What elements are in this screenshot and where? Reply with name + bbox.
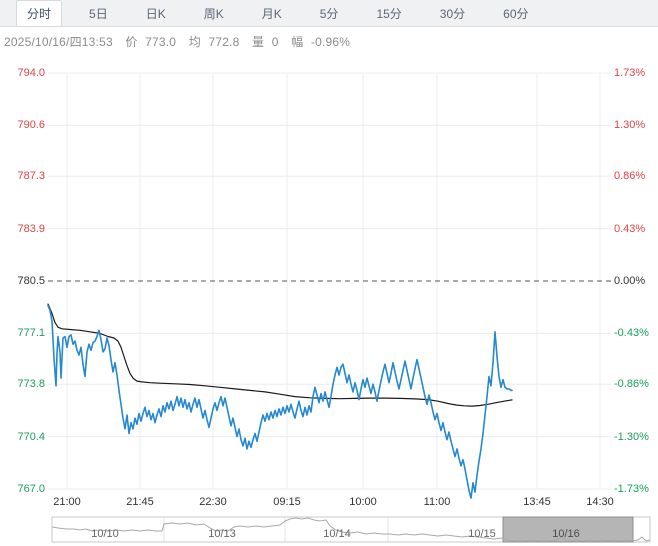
avg-value: 772.8 <box>208 35 240 49</box>
y-axis-price-label: 770.4 <box>17 430 45 443</box>
tab-15min[interactable]: 15分 <box>376 6 402 21</box>
navigator-sparkline <box>51 517 651 542</box>
status-datetime: 2025/10/16/四13:53 <box>4 35 113 49</box>
tab-30min[interactable]: 30分 <box>439 6 466 21</box>
tab-week-k[interactable]: 周K <box>203 6 224 21</box>
x-axis-time-label: 14:30 <box>586 496 614 508</box>
avg-label: 均 <box>188 35 201 49</box>
y-axis-percent-label: 0.00% <box>614 275 646 287</box>
y-axis-price-label: 777.1 <box>17 327 45 340</box>
y-axis-percent-label: 1.30% <box>614 119 646 132</box>
navigator-date-label: 10/13 <box>208 528 236 540</box>
tab-5day[interactable]: 5日 <box>89 6 108 21</box>
volume-label: 量 <box>252 35 265 49</box>
y-axis-price-label: 787.3 <box>17 170 45 183</box>
price-value: 773.0 <box>145 35 177 49</box>
y-axis-percent-label: 0.86% <box>614 170 646 183</box>
x-axis-time-label: 09:15 <box>273 496 301 508</box>
navigator-selection[interactable] <box>502 516 634 543</box>
y-axis-price-label: 780.5 <box>17 275 45 287</box>
range-label: 幅 <box>291 35 304 49</box>
tab-60min[interactable]: 60分 <box>503 6 529 21</box>
range-value: -0.96% <box>310 35 351 49</box>
price-label: 价 <box>125 35 138 49</box>
tab-fenshi[interactable]: 分时 <box>16 0 63 27</box>
period-tabbar: 分时 5日 日K 周K 月K 5分 15分 30分 60分 <box>0 0 658 27</box>
y-axis-price-label: 783.9 <box>17 222 45 235</box>
y-axis-percent-label: -1.30% <box>614 430 649 443</box>
navigator-date-label: 10/10 <box>91 528 119 540</box>
y-axis-price-label: 790.6 <box>17 119 45 132</box>
navigator-date-label: 10/16 <box>552 528 580 540</box>
x-axis-time-label: 13:45 <box>523 496 551 508</box>
x-axis-time-label: 22:30 <box>199 496 227 508</box>
volume-value: 0 <box>271 35 279 49</box>
y-axis-price-label: 773.8 <box>17 378 45 391</box>
y-axis-price-label: 794.0 <box>17 67 45 79</box>
y-axis-percent-label: 0.43% <box>614 222 646 235</box>
y-axis-percent-label: -0.43% <box>614 327 649 340</box>
average-line <box>47 303 513 407</box>
x-axis-time-label: 11:00 <box>423 496 451 508</box>
tab-month-k[interactable]: 月K <box>261 6 282 21</box>
navigator-date-label: 10/15 <box>468 528 496 540</box>
x-axis-time-label: 21:45 <box>126 496 154 508</box>
tab-5min[interactable]: 5分 <box>319 6 339 21</box>
y-axis-percent-label: -0.86% <box>614 378 649 391</box>
tab-day-k[interactable]: 日K <box>145 6 166 21</box>
price-line <box>47 304 513 500</box>
status-bar: 2025/10/16/四13:53 价 773.0 均 772.8 量 0 幅 … <box>4 33 354 50</box>
y-axis-percent-label: 1.73% <box>614 67 646 79</box>
navigator-date-label: 10/14 <box>323 528 351 540</box>
x-axis-time-label: 10:00 <box>349 496 377 508</box>
x-axis-time-label: 21:00 <box>53 496 81 508</box>
y-axis-price-label: 767.0 <box>17 483 45 495</box>
y-axis-percent-label: -1.73% <box>614 483 649 495</box>
